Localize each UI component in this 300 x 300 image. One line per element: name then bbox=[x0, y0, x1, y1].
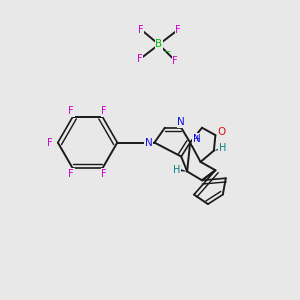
Polygon shape bbox=[178, 169, 187, 172]
Text: N: N bbox=[177, 117, 185, 128]
Text: H: H bbox=[173, 165, 181, 175]
Text: −: − bbox=[163, 46, 170, 55]
Text: F: F bbox=[68, 169, 74, 179]
Text: F: F bbox=[172, 56, 178, 66]
Text: H: H bbox=[218, 142, 226, 153]
Text: F: F bbox=[47, 138, 52, 148]
Text: O: O bbox=[218, 127, 226, 137]
Text: F: F bbox=[176, 25, 181, 34]
Text: +: + bbox=[194, 134, 200, 143]
Text: F: F bbox=[138, 25, 144, 34]
Text: F: F bbox=[137, 54, 142, 64]
Text: F: F bbox=[101, 169, 107, 179]
Text: N: N bbox=[145, 138, 152, 148]
Text: N: N bbox=[193, 134, 200, 144]
Text: B: B bbox=[155, 40, 163, 50]
Polygon shape bbox=[214, 147, 224, 151]
Text: F: F bbox=[101, 106, 107, 116]
Text: F: F bbox=[68, 106, 74, 116]
